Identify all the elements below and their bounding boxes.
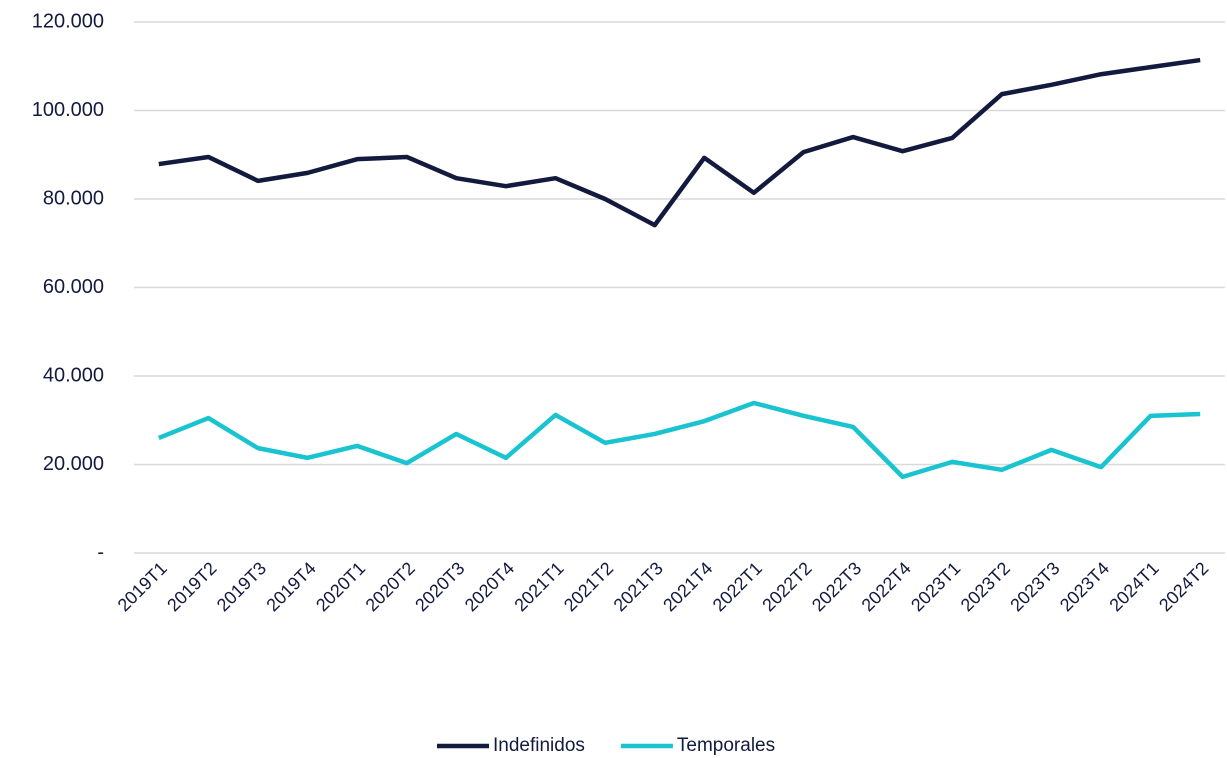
- line: [158, 57, 1201, 228]
- y-tick-label: -: [97, 541, 104, 563]
- legend-label: Indefinidos: [493, 735, 585, 756]
- x-tick-label: 2024T1: [1105, 558, 1162, 615]
- x-tick-label: 2023T1: [907, 558, 964, 615]
- x-tick-label: 2019T2: [163, 558, 220, 615]
- legend-label: Temporales: [677, 735, 775, 756]
- x-tick-label: 2021T3: [610, 558, 667, 615]
- x-tick-label: 2022T1: [709, 558, 766, 615]
- x-tick-label: 2024T2: [1155, 558, 1212, 615]
- y-tick-label: 60.000: [43, 276, 104, 298]
- x-tick-label: 2020T4: [461, 558, 518, 615]
- x-tick-label: 2022T2: [758, 558, 815, 615]
- y-tick-label: 40.000: [43, 364, 104, 386]
- x-tick-label: 2023T4: [1056, 558, 1113, 615]
- x-tick-label: 2023T2: [957, 558, 1014, 615]
- x-tick-label: 2020T2: [362, 558, 419, 615]
- y-tick-label: 120.000: [32, 10, 104, 32]
- x-tick-label: 2021T2: [560, 558, 617, 615]
- x-tick-label: 2019T1: [114, 558, 171, 615]
- x-tick-label: 2019T4: [262, 558, 319, 615]
- y-tick-label: 80.000: [43, 187, 104, 209]
- x-tick-label: 2020T3: [411, 558, 468, 615]
- x-tick-label: 2021T4: [659, 558, 716, 615]
- y-tick-label: 20.000: [43, 453, 104, 475]
- x-tick-label: 2022T3: [808, 558, 865, 615]
- x-tick-label: 2020T1: [312, 558, 369, 615]
- x-tick-label: 2023T3: [1006, 558, 1063, 615]
- x-tick-label: 2022T4: [858, 558, 915, 615]
- x-tick-label: 2019T3: [213, 558, 270, 615]
- x-tick-label: 2021T1: [510, 558, 567, 615]
- y-tick-label: 100.000: [32, 99, 104, 121]
- line: [157, 400, 1201, 480]
